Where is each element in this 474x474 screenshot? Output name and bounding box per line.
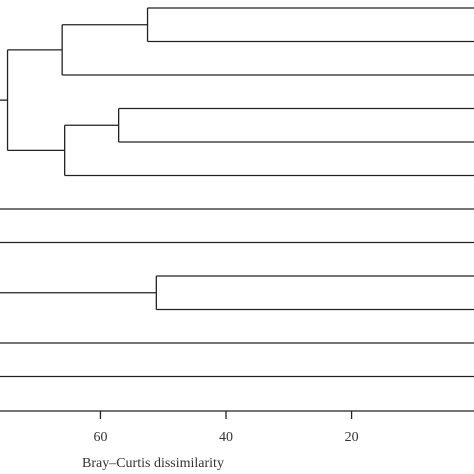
x-tick-label: 60 <box>93 430 107 445</box>
x-tick-label: 20 <box>345 430 359 445</box>
x-axis-title: Bray–Curtis dissimilarity <box>82 456 224 471</box>
x-tick-label: 40 <box>219 430 233 445</box>
